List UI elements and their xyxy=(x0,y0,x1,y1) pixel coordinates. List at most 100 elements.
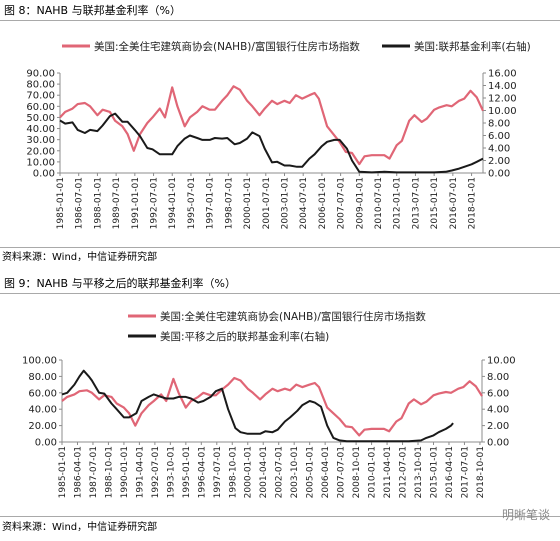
x-tick-label: 2015-01-01 xyxy=(429,446,439,498)
x-tick-label: 1991-01-01 xyxy=(131,177,141,229)
y2-tick-label: 2.00 xyxy=(487,421,509,432)
y-tick-label: 20.00 xyxy=(26,146,55,157)
legend-label: 美国:全美住宅建筑商协会(NAHB)/富国银行住房市场指数 xyxy=(94,40,360,53)
x-tick-label: 1997-07-01 xyxy=(213,446,223,498)
x-tick-label: 1986-07-01 xyxy=(75,177,85,229)
y-tick-label: 100.00 xyxy=(22,356,57,367)
x-tick-label: 2012-01-01 xyxy=(393,177,403,229)
y2-tick-label: 6.00 xyxy=(487,388,509,399)
x-tick-label: 1988-10-01 xyxy=(104,446,114,498)
x-tick-label: 2006-01-01 xyxy=(318,177,328,229)
x-tick-label: 2005-01-01 xyxy=(306,446,316,498)
x-tick-label: 1994-01-01 xyxy=(168,177,178,229)
x-tick-label: 1990-01-01 xyxy=(120,446,130,498)
nahb-series-line xyxy=(61,376,483,437)
y-tick-label: 60.00 xyxy=(28,388,57,399)
y-tick-label: 20.00 xyxy=(28,421,57,432)
x-tick-label: 2004-07-01 xyxy=(299,177,309,229)
chart9-header: 图 9：NAHB 与平移之后的联邦基金利率（%） xyxy=(0,275,560,294)
x-tick-label: 1992-07-01 xyxy=(150,177,160,229)
chart9-title: 图 9：NAHB 与平移之后的联邦基金利率（%） xyxy=(4,277,237,290)
y2-tick-label: 8.00 xyxy=(488,119,510,130)
x-tick-label: 2003-01-01 xyxy=(280,177,290,229)
x-tick-label: 1989-07-01 xyxy=(112,177,122,229)
x-tick-label: 1985-01-01 xyxy=(56,177,66,229)
y-tick-label: 50.00 xyxy=(26,113,55,124)
y2-tick-label: 8.00 xyxy=(487,372,509,383)
x-tick-label: 1998-10-01 xyxy=(228,446,238,498)
y-tick-label: 80.00 xyxy=(28,372,57,383)
x-tick-label: 1985-01-01 xyxy=(58,446,68,498)
x-tick-label: 2012-07-01 xyxy=(399,446,409,498)
x-tick-label: 2000-01-01 xyxy=(243,177,253,229)
x-tick-label: 2013-10-01 xyxy=(414,446,424,498)
x-tick-label: 1986-04-01 xyxy=(73,446,83,498)
x-tick-label: 2011-04-01 xyxy=(383,446,393,498)
x-tick-label: 2017-07-01 xyxy=(460,446,470,498)
y-tick-label: 10.00 xyxy=(26,157,55,168)
y2-tick-label: 16.00 xyxy=(488,69,517,80)
x-tick-label: 1996-04-01 xyxy=(197,446,207,498)
x-tick-label: 2001-07-01 xyxy=(262,177,272,229)
x-tick-label: 2002-07-01 xyxy=(275,446,285,498)
y2-tick-label: 6.00 xyxy=(488,131,510,142)
x-tick-label: 1995-07-01 xyxy=(187,177,197,229)
nahb-series-line xyxy=(59,85,484,166)
y-tick-label: 30.00 xyxy=(26,135,55,146)
y2-tick-label: 2.00 xyxy=(488,156,510,167)
y-tick-label: 80.00 xyxy=(26,80,55,91)
legend-label: 美国:全美住宅建筑商协会(NAHB)/富国银行住房市场指数 xyxy=(160,310,426,323)
chart8-source: 资料来源：Wind，中信证券研究部 xyxy=(2,252,158,263)
x-tick-label: 2016-07-01 xyxy=(449,177,459,229)
x-tick-label: 1991-04-01 xyxy=(135,446,145,498)
x-tick-label: 2007-07-01 xyxy=(337,446,347,498)
legend-label: 美国:联邦基金利率(右轴) xyxy=(414,40,531,53)
x-tick-label: 1988-01-01 xyxy=(93,177,103,229)
x-tick-label: 2001-04-01 xyxy=(259,446,269,498)
watermark: 明晰笔谈 xyxy=(501,508,550,522)
legend-label: 美国:平移之后的联邦基金利率(右轴) xyxy=(160,330,329,343)
x-tick-label: 2010-01-01 xyxy=(368,446,378,498)
x-tick-label: 2006-04-01 xyxy=(321,446,331,498)
x-tick-label: 2018-01-01 xyxy=(468,177,478,229)
chart9-plot: 美国:全美住宅建筑商协会(NAHB)/富国银行住房市场指数美国:平移之后的联邦基… xyxy=(22,310,516,498)
x-tick-label: 2018-10-01 xyxy=(476,446,486,498)
x-tick-label: 2000-01-01 xyxy=(244,446,254,498)
x-tick-label: 2016-04-01 xyxy=(445,446,455,498)
x-tick-label: 1987-07-01 xyxy=(89,446,99,498)
y-tick-label: 40.00 xyxy=(28,405,57,416)
y-tick-label: 40.00 xyxy=(26,124,55,135)
x-tick-label: 1997-01-01 xyxy=(206,177,216,229)
y-tick-label: 0.00 xyxy=(33,169,55,180)
chart9-divider xyxy=(0,516,560,517)
x-tick-label: 2009-01-01 xyxy=(355,177,365,229)
x-tick-label: 2003-10-01 xyxy=(290,446,300,498)
fed-rate-series-line xyxy=(59,112,484,174)
chart8-title: 图 8：NAHB 与联邦基金利率（%） xyxy=(4,4,182,17)
x-tick-label: 1993-10-01 xyxy=(166,446,176,498)
fed-rate-series-line xyxy=(61,369,454,443)
chart8-divider xyxy=(0,247,560,248)
x-tick-label: 2015-01-01 xyxy=(430,177,440,229)
y2-tick-label: 0.00 xyxy=(487,438,509,449)
chart9-source: 资料来源：Wind，中信证券研究部 xyxy=(2,522,158,533)
y2-tick-label: 4.00 xyxy=(487,405,509,416)
y2-tick-label: 14.00 xyxy=(488,81,517,92)
x-tick-label: 1995-01-01 xyxy=(182,446,192,498)
y2-tick-label: 10.00 xyxy=(488,106,517,117)
y2-tick-label: 0.00 xyxy=(488,169,510,180)
y2-tick-label: 10.00 xyxy=(487,356,516,367)
x-tick-label: 1992-07-01 xyxy=(151,446,161,498)
y-tick-label: 70.00 xyxy=(26,91,55,102)
y2-tick-label: 4.00 xyxy=(488,144,510,155)
x-tick-label: 2013-07-01 xyxy=(411,177,421,229)
x-tick-label: 2008-10-01 xyxy=(352,446,362,498)
y-tick-label: 60.00 xyxy=(26,102,55,113)
x-tick-label: 1998-07-01 xyxy=(224,177,234,229)
y2-tick-label: 12.00 xyxy=(488,94,517,105)
x-tick-label: 2010-07-01 xyxy=(374,177,384,229)
chart8-header: 图 8：NAHB 与联邦基金利率（%） xyxy=(0,2,560,21)
y-tick-label: 90.00 xyxy=(26,69,55,80)
chart8-plot: 美国:全美住宅建筑商协会(NAHB)/富国银行住房市场指数 美国:联邦基金利率(右… xyxy=(26,40,531,229)
y-tick-label: 0.00 xyxy=(35,438,57,449)
